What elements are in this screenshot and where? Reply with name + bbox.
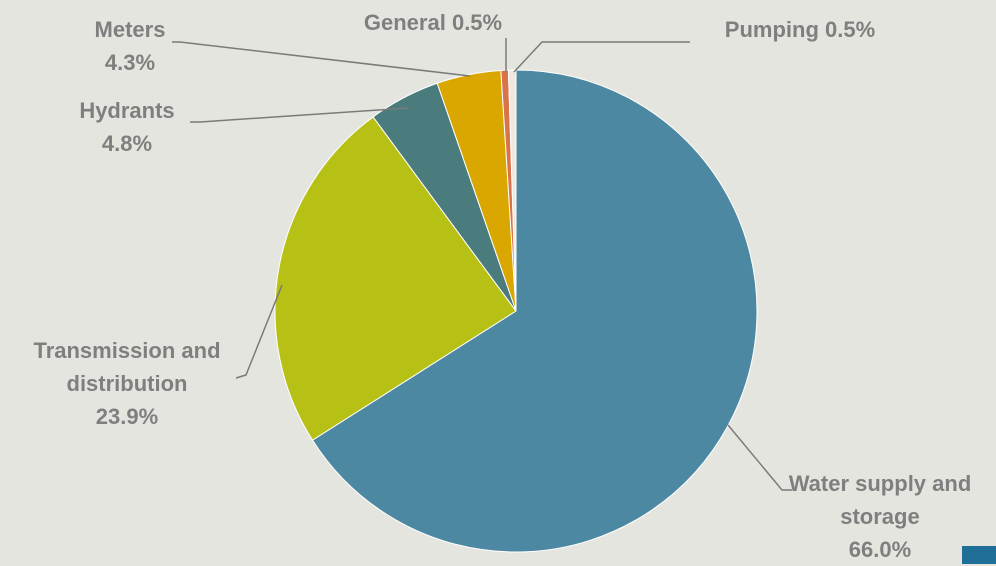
slice-label: Meters 4.3% xyxy=(60,13,200,79)
leader-line xyxy=(513,41,690,73)
slice-label: Water supply and storage 66.0% xyxy=(780,467,980,566)
category-label: Transmission and distribution xyxy=(33,338,221,396)
leader-line xyxy=(235,284,283,379)
category-label: General xyxy=(363,10,446,35)
leader-line xyxy=(190,107,409,123)
value-label: 0.5% xyxy=(825,17,876,42)
slide-badge xyxy=(962,546,996,564)
category-label: Meters xyxy=(94,17,166,42)
value-label: 66.0% xyxy=(848,537,912,562)
category-label: Hydrants xyxy=(79,98,175,123)
value-label: 23.9% xyxy=(95,404,159,429)
leader-line xyxy=(727,424,792,491)
category-label: Water supply and storage xyxy=(788,471,972,529)
value-label: 0.5% xyxy=(451,10,503,35)
slice-label: Pumping 0.5% xyxy=(695,13,905,46)
pie-slice xyxy=(274,116,517,441)
category-label: Pumping xyxy=(724,17,819,42)
value-label: 4.3% xyxy=(104,50,156,75)
pie-slice xyxy=(311,69,758,553)
leader-line xyxy=(172,41,471,77)
slice-label: General 0.5% xyxy=(333,6,533,39)
slice-label: Hydrants 4.8% xyxy=(47,94,207,160)
value-label: 4.8% xyxy=(101,131,153,156)
slice-label: Transmission and distribution 23.9% xyxy=(13,334,241,433)
